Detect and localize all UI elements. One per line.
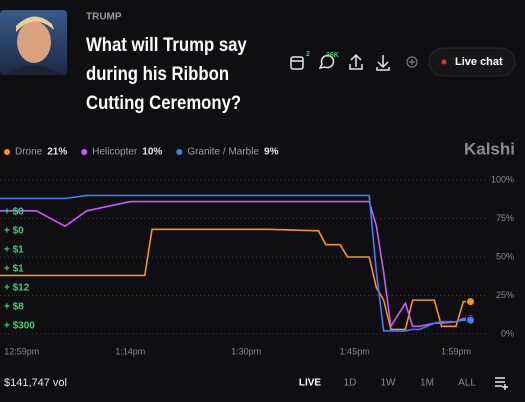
x-tick-label: 1:59pm xyxy=(441,346,471,356)
market-image-suit xyxy=(6,65,62,75)
range-button[interactable]: ALL xyxy=(458,378,476,389)
category: TRUMP xyxy=(86,12,122,23)
brand-logo: Kalshi xyxy=(464,139,515,158)
legend-swatch xyxy=(4,149,10,155)
legend-value: 21% xyxy=(47,147,67,158)
series-line xyxy=(0,194,471,332)
legend-name: Drone xyxy=(15,147,43,158)
series-line xyxy=(0,200,471,329)
share-button[interactable] xyxy=(349,53,363,70)
legend-swatch xyxy=(176,149,183,155)
x-tick-label: 12:59pm xyxy=(4,346,39,356)
legend-swatch xyxy=(81,149,88,155)
comments-button[interactable] xyxy=(318,54,335,70)
y-tick-label: 25% xyxy=(496,290,514,300)
download-button[interactable] xyxy=(376,55,390,71)
legend-name: Granite / Marble xyxy=(187,147,259,158)
x-tick-label: 1:45pm xyxy=(340,346,370,356)
series-line xyxy=(0,228,471,331)
y-tick-label: 75% xyxy=(496,213,514,223)
order-label: + $12 xyxy=(4,283,30,294)
live-chat-label: Live chat xyxy=(455,56,503,68)
order-label: + $1 xyxy=(4,245,24,256)
order-label: + $300 xyxy=(4,321,35,332)
add-button[interactable] xyxy=(406,56,418,68)
range-button[interactable]: 1D xyxy=(344,378,357,389)
y-tick-label: 0% xyxy=(501,328,514,338)
comments-badge: 36K xyxy=(326,52,339,59)
x-tick-label: 1:14pm xyxy=(115,346,145,356)
end-dot xyxy=(466,297,476,307)
menu-button[interactable] xyxy=(495,377,508,390)
calendar-badge: 2 xyxy=(306,51,310,58)
live-chat-button[interactable] xyxy=(428,47,516,77)
legend-value: 10% xyxy=(142,147,162,158)
y-tick-label: 100% xyxy=(491,174,514,184)
market-image-face xyxy=(17,21,51,63)
live-dot xyxy=(441,59,447,65)
legend-value: 9% xyxy=(264,147,279,158)
market-title: What will Trump say during his Ribbon Cu… xyxy=(86,35,247,114)
range-button[interactable]: LIVE xyxy=(299,378,322,389)
order-label: + $0 xyxy=(4,226,24,237)
y-tick-label: 50% xyxy=(496,251,514,261)
market-image-hair xyxy=(16,16,54,32)
volume: $141,747 vol xyxy=(4,377,67,389)
order-label: + $1 xyxy=(4,264,24,275)
range-button[interactable]: 1W xyxy=(381,378,397,389)
x-tick-label: 1:30pm xyxy=(231,346,261,356)
range-button[interactable]: 1M xyxy=(420,378,434,389)
legend-name: Helicopter xyxy=(92,147,138,158)
order-label: + $0 xyxy=(4,207,24,218)
order-label: + $8 xyxy=(4,302,24,313)
calendar-button[interactable] xyxy=(290,56,304,70)
end-dot xyxy=(466,315,476,325)
